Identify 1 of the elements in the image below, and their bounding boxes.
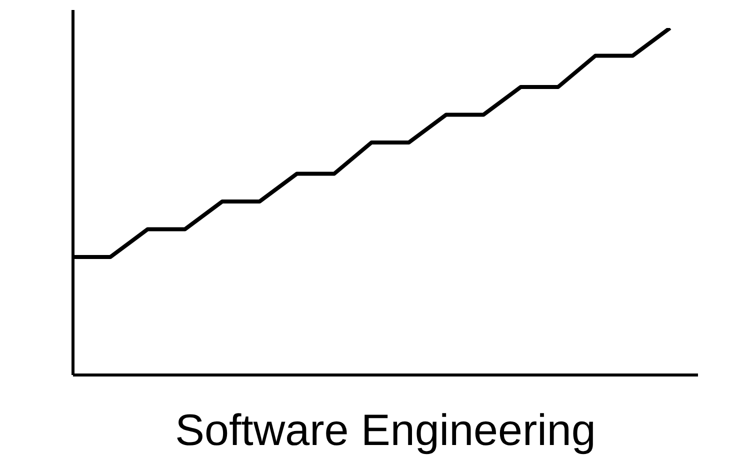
x-axis-title: Software Engineering xyxy=(175,406,596,455)
